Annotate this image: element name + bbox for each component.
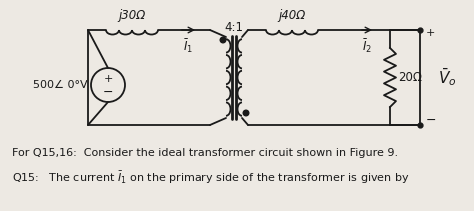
Text: 500∠ 0°V: 500∠ 0°V: [33, 80, 88, 90]
Text: j40Ω: j40Ω: [278, 9, 306, 22]
Text: $\bar{I}_2$: $\bar{I}_2$: [362, 37, 372, 54]
Text: 4:1: 4:1: [225, 21, 244, 34]
Text: $\bar{I}_1$: $\bar{I}_1$: [183, 37, 193, 54]
Circle shape: [243, 110, 249, 116]
Text: Q15:   The current $\bar{I}_1$ on the primary side of the transformer is given b: Q15: The current $\bar{I}_1$ on the prim…: [12, 170, 410, 186]
Text: +: +: [426, 28, 436, 38]
Circle shape: [220, 37, 226, 43]
Text: −: −: [103, 85, 113, 99]
Text: j30Ω: j30Ω: [118, 9, 146, 22]
Text: For Q15,16:  Consider the ideal transformer circuit shown in Figure 9.: For Q15,16: Consider the ideal transform…: [12, 148, 398, 158]
Text: −: −: [426, 114, 437, 127]
Text: 20Ω: 20Ω: [398, 71, 422, 84]
Text: +: +: [103, 74, 113, 84]
Text: $\bar{V}_o$: $\bar{V}_o$: [438, 67, 456, 88]
